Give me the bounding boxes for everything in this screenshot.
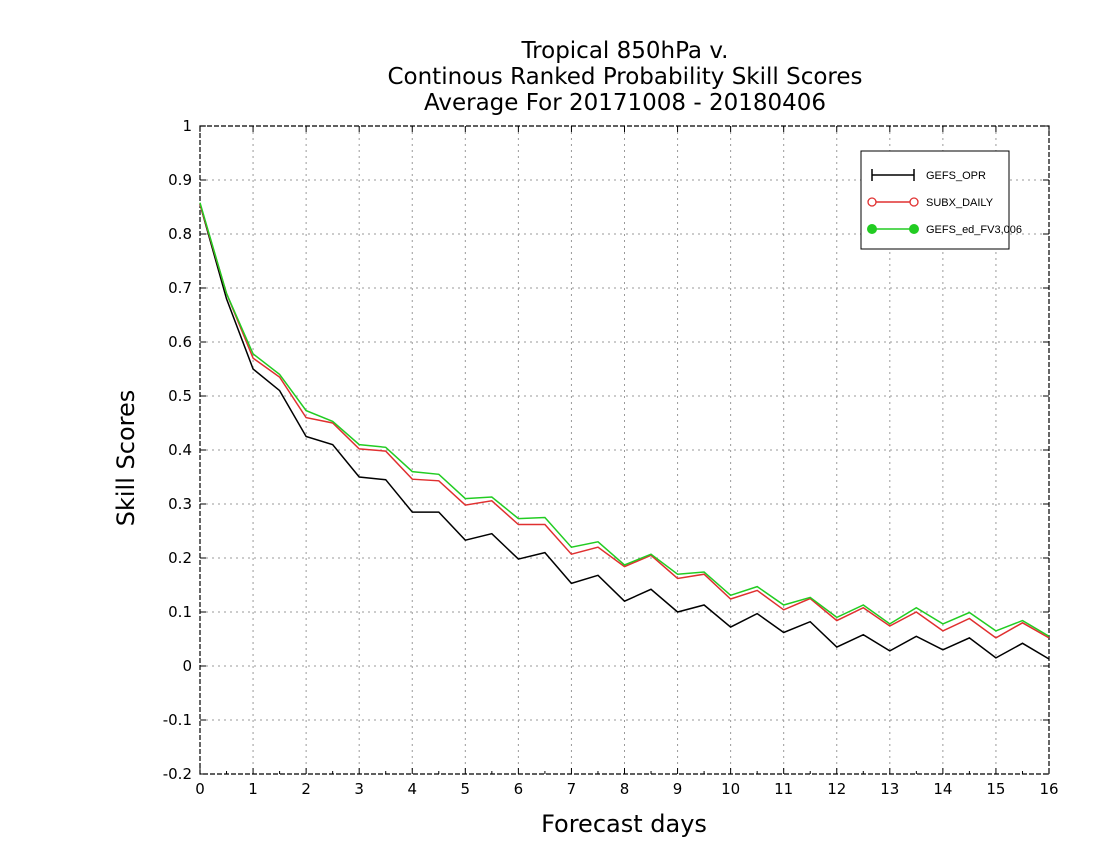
y-tick-label: -0.1 — [163, 711, 192, 729]
x-tick-label: 15 — [986, 780, 1005, 798]
y-tick-label: 0.2 — [168, 549, 192, 567]
y-tick-label: 0.9 — [168, 171, 192, 189]
series-line-GEFS_OPR — [199, 204, 1050, 660]
x-tick-label: 13 — [880, 780, 899, 798]
title-line-2: Continous Ranked Probability Skill Score… — [387, 64, 862, 90]
legend-label: GEFS_ed_FV3,006 — [926, 224, 1022, 236]
y-tick-label: -0.2 — [163, 765, 192, 783]
title-line-3: Average For 20171008 - 20180406 — [424, 90, 826, 116]
x-tick-label: 10 — [721, 780, 740, 798]
legend-marker — [867, 224, 877, 234]
x-tick-label: 3 — [354, 780, 364, 798]
y-axis-label: Skill Scores — [112, 390, 140, 527]
title-line-1: Tropical 850hPa v. — [521, 38, 729, 64]
legend-marker — [909, 224, 919, 234]
chart-title: Tropical 850hPa v. Continous Ranked Prob… — [387, 38, 862, 116]
x-tick-label: 12 — [827, 780, 846, 798]
x-tick-label: 7 — [567, 780, 577, 798]
y-tick-label: 1 — [182, 117, 192, 135]
y-tick-label: 0.7 — [168, 279, 192, 297]
x-tick-label: 11 — [774, 780, 793, 798]
x-tick-label: 0 — [195, 780, 205, 798]
x-tick-label: 8 — [620, 780, 630, 798]
x-tick-label: 5 — [461, 780, 471, 798]
y-tick-label: 0.3 — [168, 495, 192, 513]
y-tick-label: 0.8 — [168, 225, 192, 243]
x-tick-label: 9 — [673, 780, 683, 798]
y-tick-label: 0.5 — [168, 387, 192, 405]
x-tick-label: 14 — [933, 780, 952, 798]
series-layer — [199, 202, 1050, 660]
x-tick-label: 6 — [514, 780, 524, 798]
x-axis-ticks: 0 1 2 3 4 5 6 7 8 9 10 11 12 13 14 15 16 — [195, 126, 1059, 798]
legend-label: GEFS_OPR — [926, 170, 986, 182]
legend: GEFS_OPR SUBX_DAILY GEFS_ed_FV3,006 — [860, 150, 1022, 250]
y-tick-label: 0.6 — [168, 333, 192, 351]
legend-marker — [909, 197, 919, 207]
legend-box — [860, 150, 1010, 250]
x-tick-label: 1 — [248, 780, 258, 798]
x-tick-label: 2 — [301, 780, 311, 798]
y-tick-label: 0.1 — [168, 603, 192, 621]
y-tick-label: 0 — [182, 657, 192, 675]
x-axis-label: Forecast days — [541, 810, 707, 838]
grid — [200, 126, 1049, 774]
series-line-GEFS_ed_FV3,006 — [199, 202, 1050, 637]
y-tick-label: 0.4 — [168, 441, 192, 459]
x-tick-label: 16 — [1039, 780, 1058, 798]
legend-marker — [867, 197, 877, 207]
series-line-SUBX_DAILY — [199, 204, 1050, 639]
x-tick-label: 4 — [407, 780, 417, 798]
y-axis-ticks: -0.2 -0.1 0 0.1 0.2 0.3 0.4 0.5 0.6 0.7 0.8 0.9 1 — [163, 117, 1049, 783]
legend-label: SUBX_DAILY — [926, 197, 994, 209]
